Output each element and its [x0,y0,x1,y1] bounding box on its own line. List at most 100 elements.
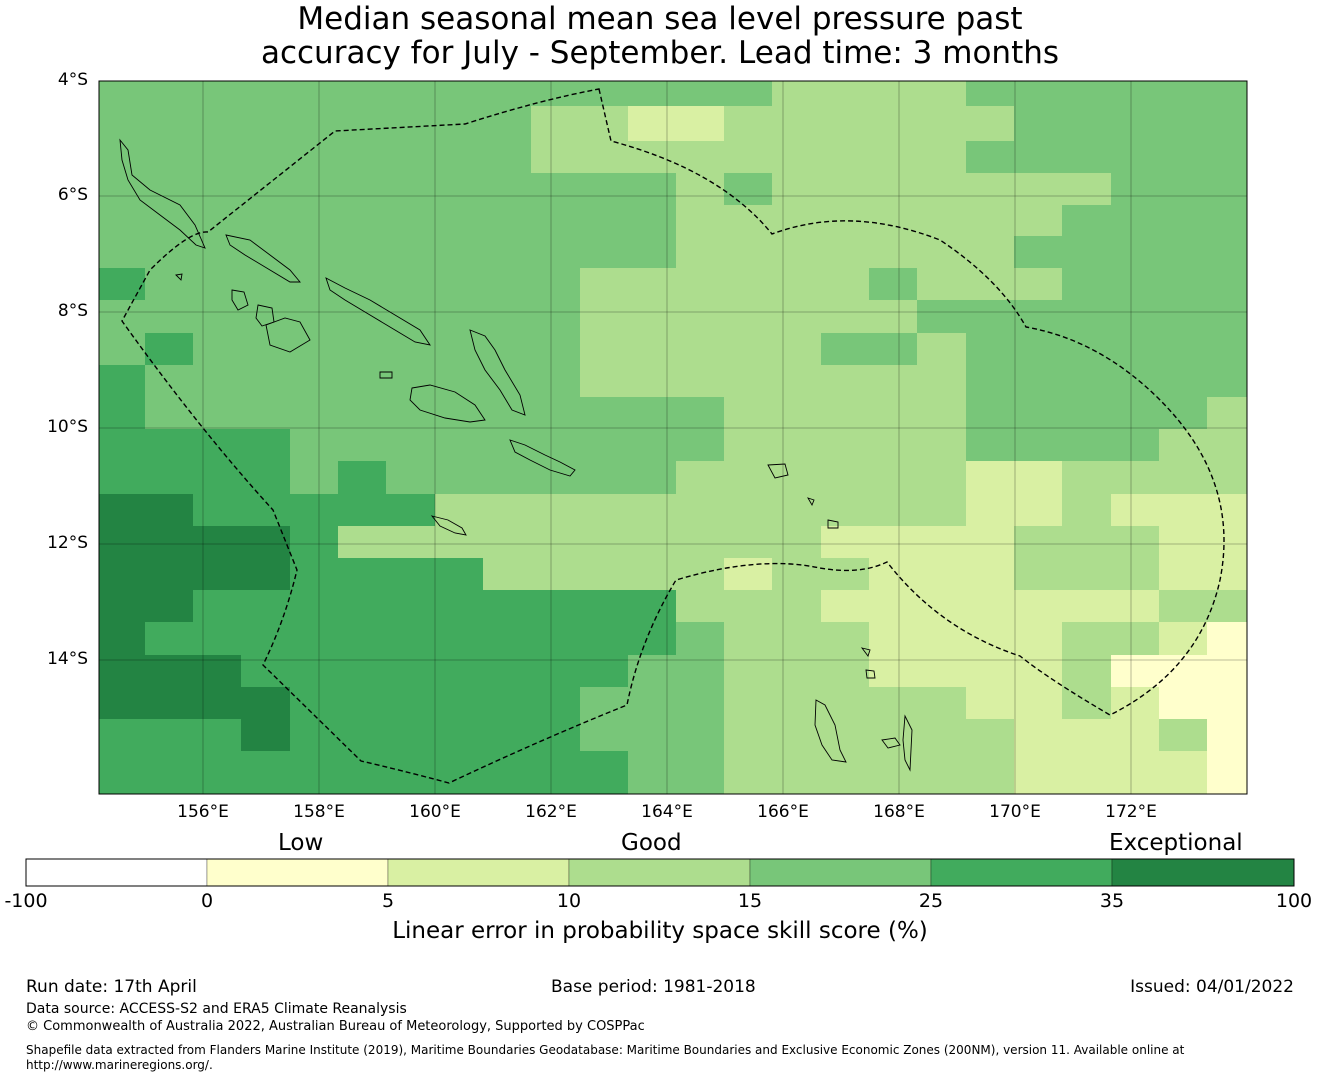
eez-boundary [121,88,1225,784]
grid-cell [145,300,194,334]
grid-cell [1207,205,1248,237]
grid-cell [435,622,484,656]
grid-cell [917,622,967,656]
grid-cell [338,236,387,269]
grid-cell [628,687,677,720]
grid-cell [1207,365,1248,398]
grid-cell [1159,558,1208,591]
grid-cell [676,205,725,237]
map-gridlines [99,80,1247,794]
grid-cell [1111,333,1160,366]
grid-cell [99,236,146,269]
grid-cell [966,494,1015,527]
grid-cell [580,333,629,366]
grid-cell [724,141,773,174]
latitude-label: 12°S [47,533,88,553]
data-source: Data source: ACCESS-S2 and ERA5 Climate … [26,1001,407,1017]
grid-cell [966,81,1015,107]
grid-cell [435,205,484,237]
grid-cell [676,141,725,174]
grid-cell [99,429,146,462]
grid-cell [676,397,725,430]
grid-cell [1062,81,1112,107]
grid-cell [483,365,532,398]
grid-cell [435,461,484,495]
grid-cell [1014,622,1063,656]
longitude-label: 164°E [641,802,693,822]
grid-cell [724,526,773,559]
grid-cell [821,268,870,301]
grid-cell [772,687,822,720]
grid-cell [917,590,967,623]
grid-cell [193,558,242,591]
grid-cell [821,751,870,795]
grid-cell [435,236,484,269]
grid-cell [531,141,581,174]
latitude-label: 6°S [57,185,88,205]
grid-cell [580,236,629,269]
grid-cell [1111,106,1160,142]
grid-cell [435,333,484,366]
grid-cell [1111,751,1160,795]
grid-cell [1159,526,1208,559]
grid-cell [386,333,436,366]
grid-cell [580,494,629,527]
grid-cell [435,268,484,301]
grid-cell [531,333,581,366]
grid-cell [338,751,387,795]
grid-cell [628,236,677,269]
island-outline [379,371,393,379]
grid-cell [290,461,339,495]
grid-cell [628,494,677,527]
grid-cell [966,622,1015,656]
grid-cell [1014,106,1063,142]
grid-cell [531,173,581,206]
grid-cell [99,751,146,795]
grid-cell [1014,173,1063,206]
grid-cell [483,333,532,366]
grid-cell [193,687,242,720]
grid-cell [99,590,146,623]
grid-cell [966,397,1015,430]
grid-cell [99,655,146,688]
grid-cell [1111,141,1160,174]
longitude-label: 156°E [177,802,229,822]
grid-cell [628,461,677,495]
grid-cell [1111,494,1160,527]
grid-cell [1014,751,1063,795]
grid-cell [869,141,918,174]
grid-cell [99,558,146,591]
skill-score-grid [99,81,1248,795]
grid-cell [676,751,725,795]
grid-cell [193,173,242,206]
grid-cell [1111,461,1160,495]
grid-cell [145,461,194,495]
grid-cell [966,205,1015,237]
grid-cell [531,106,581,142]
grid-cell [966,236,1015,269]
grid-cell [145,106,194,142]
grid-cell [290,526,339,559]
grid-cell [580,622,629,656]
grid-cell [386,236,436,269]
grid-cell [1111,173,1160,206]
map-frame [98,80,1248,795]
grid-cell [145,558,194,591]
grid-cell [338,622,387,656]
grid-cell [290,333,339,366]
grid-cell [1062,622,1112,656]
grid-cell [241,751,291,795]
grid-cell [1159,268,1208,301]
grid-cell [821,622,870,656]
grid-cell [1062,333,1112,366]
grid-cell [1014,494,1063,527]
base-period: Base period: 1981-2018 [551,977,756,997]
grid-cell [966,461,1015,495]
grid-cell [193,365,242,398]
grid-cell [580,655,629,688]
island-outline [860,647,871,657]
grid-cell [193,461,242,495]
grid-cell [338,719,387,752]
grid-cell [917,300,967,334]
grid-cell [724,590,773,623]
